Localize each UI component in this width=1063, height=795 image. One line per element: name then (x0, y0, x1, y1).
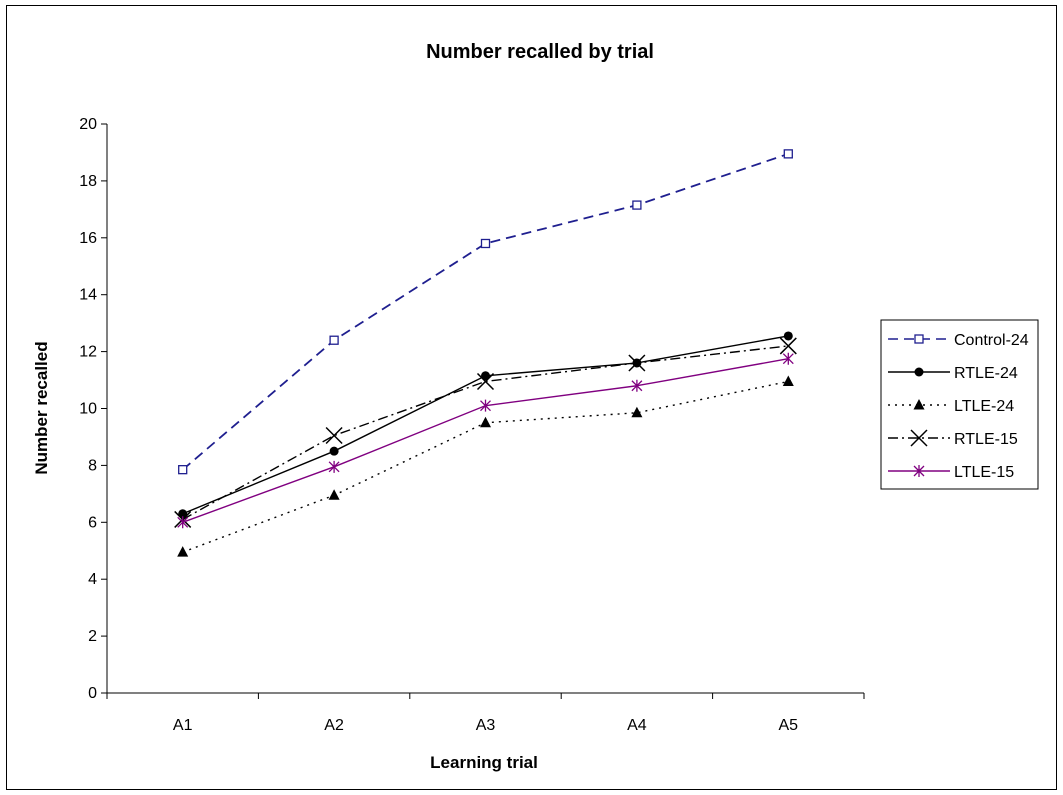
data-point (910, 429, 928, 447)
data-point (782, 375, 794, 386)
legend-label: RTLE-15 (954, 431, 1018, 448)
data-point (783, 331, 793, 341)
axes: 0 2 4 6 8 10 12 14 16 18 20 A1 A2 A3 A4 A5 (79, 116, 865, 734)
y-tick-label: 14 (79, 287, 97, 304)
series-line (182, 358, 789, 523)
series-ltle-24 (177, 375, 794, 557)
y-tick-label: 10 (79, 401, 97, 418)
y-tick-label: 4 (88, 571, 97, 588)
y-tick-label: 20 (79, 116, 97, 133)
data-point (783, 149, 793, 159)
legend-label: LTLE-15 (954, 464, 1014, 481)
legend-label: RTLE-24 (954, 365, 1018, 382)
data-point (329, 335, 339, 345)
data-point (178, 465, 188, 475)
data-point (632, 200, 642, 210)
data-point (328, 460, 340, 473)
data-point (329, 446, 339, 456)
data-point (914, 367, 924, 377)
data-point (480, 399, 491, 412)
data-point (779, 337, 797, 355)
data-point (480, 416, 491, 428)
x-tick-label: A5 (779, 717, 799, 734)
data-point (177, 516, 189, 529)
y-tick-label: 6 (88, 514, 97, 531)
data-point (631, 379, 643, 392)
series-layer (174, 149, 797, 557)
series-line (182, 345, 789, 521)
y-tick-label: 16 (79, 230, 97, 247)
legend-entry: LTLE-15 (888, 464, 1014, 481)
x-tick-label: A2 (324, 717, 344, 734)
legend-entry: Control-24 (888, 332, 1029, 349)
x-tick-label: A3 (476, 717, 496, 734)
data-point (481, 371, 490, 381)
legend-entry: RTLE-15 (888, 429, 1018, 448)
legend-label: Control-24 (954, 332, 1029, 349)
series-line (182, 153, 789, 471)
legend: Control-24 RTLE-24 LTLE-24 RTLE-15 LTLE-15 (880, 319, 1039, 490)
data-point (628, 354, 646, 372)
data-point (631, 406, 643, 418)
y-tick-label: 0 (88, 685, 97, 702)
data-point (914, 334, 924, 344)
data-point (913, 399, 925, 410)
y-axis-title: Number recalled (32, 341, 51, 474)
series-control-24 (178, 149, 793, 475)
chart-title: Number recalled by trial (426, 41, 654, 63)
x-tick-label: A1 (173, 717, 193, 734)
y-tick-label: 18 (79, 173, 97, 190)
x-tick-label: A4 (627, 717, 647, 734)
data-point (480, 238, 491, 249)
data-point (913, 465, 925, 477)
data-point (178, 509, 188, 519)
legend-entry: LTLE-24 (888, 398, 1014, 415)
data-point (325, 426, 343, 445)
y-tick-label: 8 (88, 457, 97, 474)
series-ltle-15 (177, 352, 794, 529)
data-point (782, 352, 794, 365)
y-tick-label: 12 (79, 344, 97, 361)
data-point (476, 372, 495, 391)
data-point (328, 489, 340, 500)
legend-entry: RTLE-24 (888, 365, 1018, 382)
x-axis-title: Learning trial (430, 753, 538, 772)
data-point (177, 546, 189, 557)
legend-label: LTLE-24 (954, 398, 1014, 415)
legend-box (880, 319, 1039, 490)
series-rtle-15 (174, 337, 797, 528)
y-tick-label: 2 (88, 628, 97, 645)
